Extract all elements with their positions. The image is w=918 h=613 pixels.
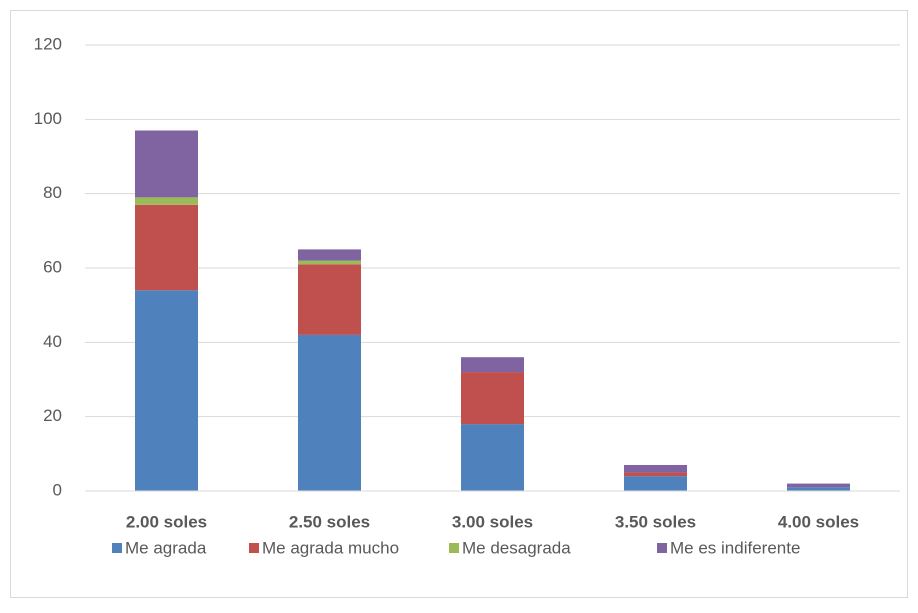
bar-segment [135, 290, 198, 491]
bar-segment [135, 197, 198, 205]
y-tick-label: 0 [53, 480, 62, 499]
bar-segment [298, 264, 361, 335]
bar-segment [298, 249, 361, 261]
bar-segment [787, 483, 850, 488]
bar-segment [298, 260, 361, 265]
y-tick-label: 80 [43, 183, 62, 202]
bar-segment [461, 372, 524, 425]
bar-segment [624, 476, 687, 491]
legend-label: Me es indiferente [670, 538, 800, 557]
legend-swatch [249, 543, 259, 553]
bar-segment [135, 204, 198, 291]
y-tick-label: 40 [43, 332, 62, 351]
bar-segment [461, 424, 524, 491]
x-tick-label: 4.00 soles [778, 512, 859, 531]
legend-label: Me desagrada [462, 538, 571, 557]
bar-segment [461, 357, 524, 373]
x-tick-label: 2.00 soles [126, 512, 207, 531]
bar-segment [298, 334, 361, 491]
bar-segment [135, 130, 198, 198]
y-tick-label: 60 [43, 257, 62, 276]
bar-segment [624, 464, 687, 473]
legend-swatch [449, 543, 459, 553]
legend-label: Me agrada mucho [262, 538, 399, 557]
y-tick-label: 100 [34, 109, 62, 128]
x-tick-label: 3.50 soles [615, 512, 696, 531]
legend-label: Me agrada [125, 538, 207, 557]
legend-swatch [657, 543, 667, 553]
bar-segment [624, 472, 687, 477]
y-tick-label: 20 [43, 406, 62, 425]
x-tick-label: 3.00 soles [452, 512, 533, 531]
x-tick-label: 2.50 soles [289, 512, 370, 531]
bar-segment [787, 487, 850, 491]
legend-swatch [112, 543, 122, 553]
y-tick-label: 120 [34, 34, 62, 53]
